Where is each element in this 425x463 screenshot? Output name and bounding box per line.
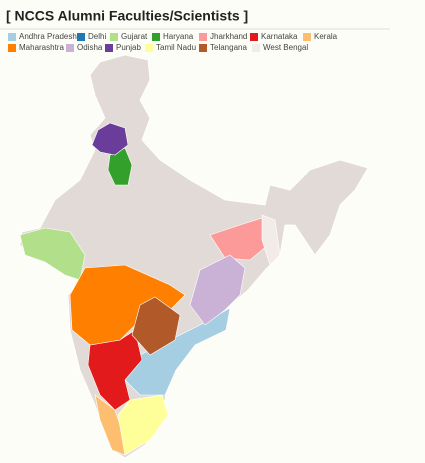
legend-swatch bbox=[152, 33, 160, 41]
state-region bbox=[117, 394, 169, 456]
legend-label: Punjab bbox=[116, 43, 141, 52]
legend-label: Odisha bbox=[77, 43, 103, 52]
state-region bbox=[189, 254, 246, 326]
legend-swatch bbox=[250, 33, 258, 41]
state-region bbox=[91, 122, 129, 156]
legend-label: Karnataka bbox=[261, 32, 298, 41]
legend-swatch bbox=[252, 44, 260, 52]
legend-label: Andhra Pradesh bbox=[19, 32, 77, 41]
legend-label: Tamil Nadu bbox=[156, 43, 196, 52]
legend-label: Gujarat bbox=[121, 32, 148, 41]
legend-label: Maharashtra bbox=[19, 43, 64, 52]
legend-swatch bbox=[199, 33, 207, 41]
legend-label: West Bengal bbox=[263, 43, 308, 52]
legend-swatch bbox=[77, 33, 85, 41]
legend-swatch bbox=[110, 33, 118, 41]
state-region bbox=[131, 296, 181, 356]
legend-label: Delhi bbox=[88, 32, 106, 41]
legend-label: Jharkhand bbox=[210, 32, 247, 41]
state-region bbox=[261, 214, 281, 266]
state-region bbox=[124, 307, 231, 396]
legend-swatch bbox=[8, 44, 16, 52]
legend-swatch bbox=[105, 44, 113, 52]
legend-swatch bbox=[145, 44, 153, 52]
state-region bbox=[107, 147, 133, 186]
legend-swatch bbox=[8, 33, 16, 41]
legend-label: Telangana bbox=[210, 43, 247, 52]
state-region bbox=[87, 329, 143, 411]
legend-label: Kerala bbox=[314, 32, 338, 41]
legend-swatch bbox=[199, 44, 207, 52]
title: [ NCCS Alumni Faculties/Scientists ] bbox=[6, 8, 248, 24]
legend-swatch bbox=[303, 33, 311, 41]
legend-swatch bbox=[66, 44, 74, 52]
legend-label: Haryana bbox=[163, 32, 194, 41]
